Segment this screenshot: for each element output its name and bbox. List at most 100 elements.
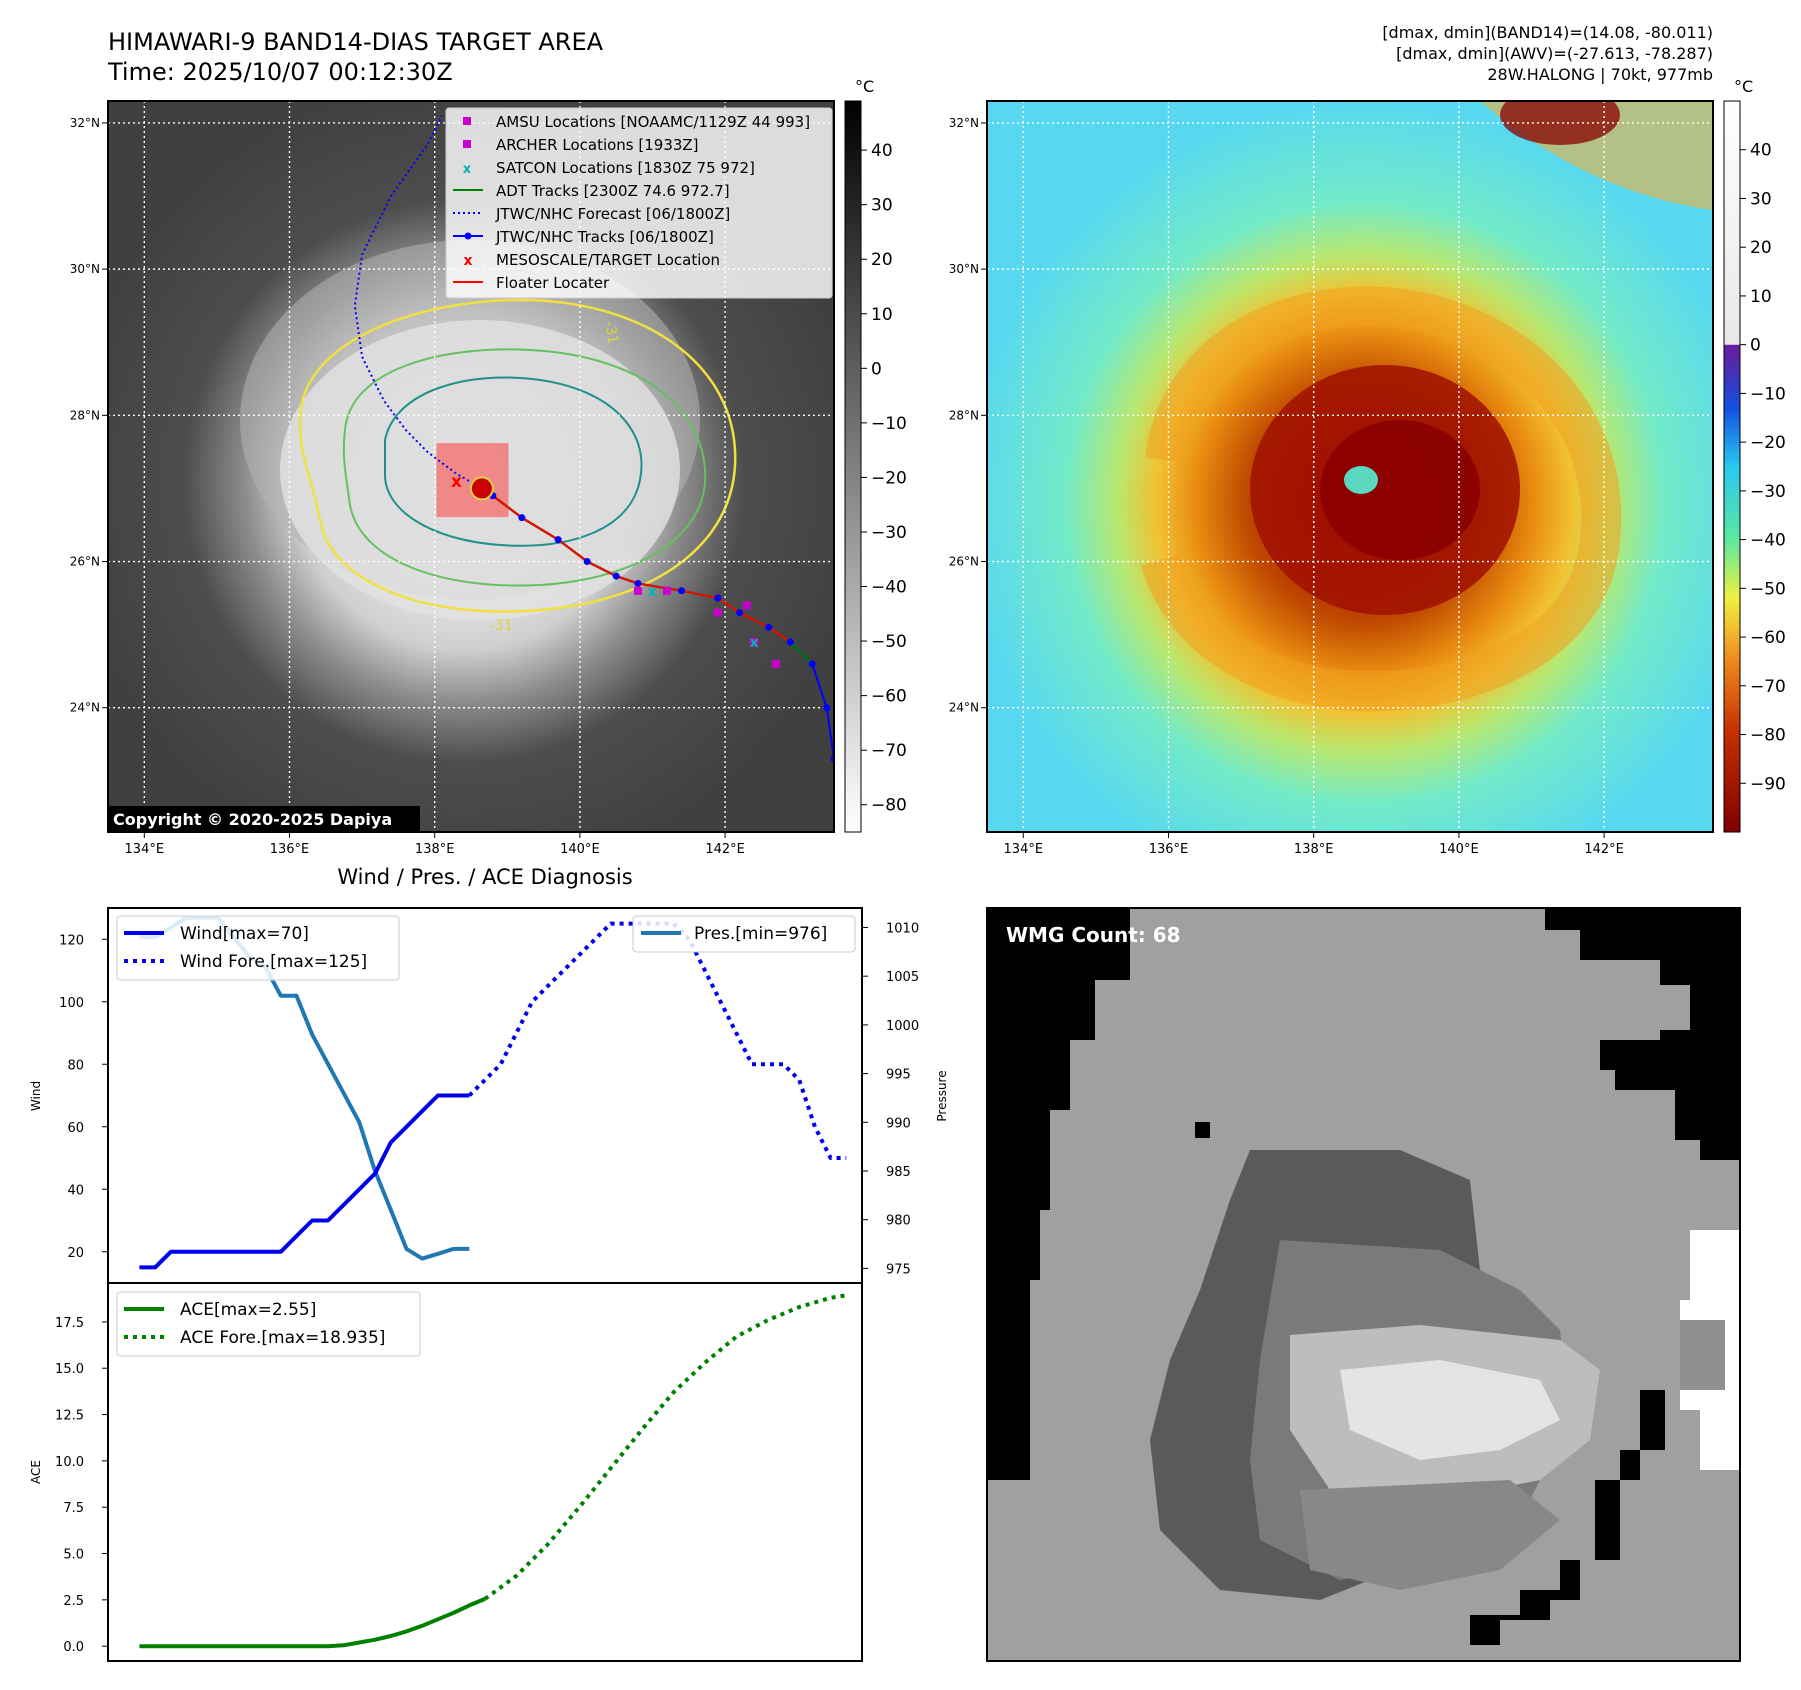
- awv-colorbar-gradient: [1723, 100, 1741, 833]
- longitude-tick-label: 136°E: [1149, 842, 1189, 857]
- awv-map-panel: 134°E 136°E 138°E 140°E 142°E 32°N 30°N 28°N 26°…: [949, 100, 1714, 857]
- pressure-y-tick-label: 990: [886, 1116, 911, 1131]
- mesoscale-target-area: [436, 443, 509, 518]
- ir-colorbar-ticks: 40 30 20 10 0 −10 −20 −30 −40 −50 −60 −70 −80: [861, 141, 907, 816]
- info-line3: 28W.HALONG | 70kt, 977mb: [1487, 65, 1713, 84]
- jtwc-track-point: [823, 704, 831, 712]
- legend-item: AMSU Locations [NOAAMC/1129Z 44 993]: [463, 113, 810, 131]
- legend-item: JTWC/NHC Tracks [06/1800Z]: [453, 228, 714, 246]
- wmg-black-regions: [987, 908, 1740, 1645]
- ace-legend-box: [116, 1291, 421, 1357]
- longitude-tick-label: 136°E: [270, 842, 310, 857]
- wind-y-tick-label: 80: [67, 1058, 84, 1073]
- longitude-tick-label: 134°E: [125, 842, 165, 857]
- wind-line: [139, 1093, 470, 1270]
- wind-forecast-legend-label: Wind Fore.[max=125]: [180, 952, 367, 972]
- awv-map-gridlines: [987, 101, 1713, 832]
- colorbar-tick-label: −60: [1750, 628, 1786, 648]
- satcon-location-marker: x: [648, 584, 657, 600]
- latitude-tick-label: 32°N: [70, 116, 100, 130]
- pressure-y-tick-label: 1000: [886, 1019, 919, 1034]
- colorbar-tick-label: 40: [871, 141, 893, 161]
- colorbar-tick-label: −30: [871, 523, 907, 543]
- ace-y-ticks: 0.0 2.5 5.0 7.5 10.0 12.5 15.0 17.5: [55, 1316, 108, 1655]
- ace-axis-label: ACE: [29, 1460, 43, 1484]
- colorbar-tick-label: 30: [1750, 189, 1772, 209]
- ir-colorbar-gradient: [844, 100, 862, 833]
- colorbar-tick-label: 20: [871, 250, 893, 270]
- ir-contour-teal: [384, 376, 643, 547]
- awv-eye: [1344, 466, 1378, 494]
- figure-title-line1: HIMAWARI-9 BAND14-DIAS TARGET AREA: [108, 28, 604, 56]
- awv-upper-right-cloud: [1500, 101, 1620, 145]
- latitude-tick-label: 26°N: [70, 555, 100, 569]
- colorbar-tick-label: −50: [1750, 579, 1786, 599]
- wmg-black-left: [987, 908, 1130, 1480]
- colorbar-tick-label: 30: [871, 196, 893, 216]
- storm-eye-marker: [469, 476, 494, 501]
- amsu-location-marker: [633, 586, 642, 595]
- awv-colorbar-unit: °C: [1734, 77, 1753, 96]
- wind-y-tick-label: 100: [59, 996, 84, 1011]
- latitude-tick-label: 26°N: [949, 555, 979, 569]
- pressure-axis-label: Pressure: [935, 1070, 949, 1121]
- jtwc-track-point: [554, 536, 562, 544]
- legend-marker-track-dot: [464, 232, 472, 240]
- longitude-tick-label: 138°E: [1294, 842, 1334, 857]
- latitude-tick-label: 28°N: [949, 408, 979, 422]
- ir-map-ticks: 134°E 136°E 138°E 140°E 142°E 32°N 30°N 28°N 26°…: [70, 116, 745, 857]
- amsu-location-marker: [742, 601, 751, 610]
- colorbar-tick-label: −50: [871, 632, 907, 652]
- colorbar-tick-label: −40: [871, 578, 907, 598]
- legend-label: Floater Locater: [496, 274, 610, 292]
- legend-item: x SATCON Locations [1830Z 75 972]: [463, 159, 755, 177]
- jtwc-track-point: [634, 579, 642, 587]
- pressure-y-tick-label: 1010: [886, 921, 919, 936]
- colorbar-tick-label: −70: [871, 741, 907, 761]
- pressure-y-tick-label: 985: [886, 1165, 911, 1180]
- legend-item: ARCHER Locations [1933Z]: [463, 136, 699, 154]
- amsu-location-marker: [663, 586, 672, 595]
- legend-item: Floater Locater: [453, 274, 610, 292]
- jtwc-track-point: [583, 558, 591, 566]
- wmg-black-speck: [1195, 1122, 1210, 1138]
- colorbar-tick-label: −60: [871, 687, 907, 707]
- legend-label: JTWC/NHC Forecast [06/1800Z]: [495, 205, 730, 223]
- colorbar-tick-label: −80: [1750, 726, 1786, 746]
- wind-y-tick-label: 60: [67, 1121, 84, 1136]
- diagnosis-title: Wind / Pres. / ACE Diagnosis: [337, 865, 632, 889]
- colorbar-tick-label: 20: [1750, 238, 1772, 258]
- wmg-eye-warm: [1340, 1360, 1560, 1460]
- info-line2: [dmax, dmin](AWV)=(-27.613, -78.287): [1396, 44, 1713, 63]
- legend-label: ARCHER Locations [1933Z]: [496, 136, 699, 154]
- jtwc-track-point: [678, 587, 686, 595]
- wmg-inner-dark: [1300, 1480, 1560, 1590]
- awv-spiral-band: [1140, 286, 1622, 712]
- ace-y-tick-label: 7.5: [63, 1501, 84, 1516]
- ir-colorbar-unit: °C: [855, 77, 874, 96]
- wmg-frame: [986, 907, 1741, 1662]
- ace-y-tick-label: 5.0: [63, 1548, 84, 1563]
- figure-title-line2: Time: 2025/10/07 00:12:30Z: [107, 58, 453, 86]
- ir-colorbar: °C 40 30 20 10 0 −10 −20 −30 −40 −50 −60 −70 −80: [844, 77, 907, 833]
- pressure-legend: Pres.[min=976]: [632, 915, 856, 953]
- legend-marker-archer: [463, 140, 471, 148]
- jtwc-track-point: [714, 594, 722, 602]
- jtwc-track-point: [765, 623, 773, 631]
- colorbar-tick-label: −10: [1750, 384, 1786, 404]
- longitude-tick-label: 134°E: [1004, 842, 1044, 857]
- ace-y-tick-label: 17.5: [55, 1316, 84, 1331]
- map-legend: AMSU Locations [NOAAMC/1129Z 44 993] ARC…: [445, 107, 833, 299]
- colorbar-tick-label: 40: [1750, 141, 1772, 161]
- legend-item: ADT Tracks [2300Z 74.6 972.7]: [453, 182, 730, 200]
- ace-forecast-line: [483, 1293, 847, 1601]
- longitude-tick-label: 140°E: [560, 842, 600, 857]
- amsu-location-marker: [771, 659, 780, 668]
- colorbar-tick-label: 10: [871, 305, 893, 325]
- legend-item: JTWC/NHC Forecast [06/1800Z]: [453, 205, 730, 223]
- colorbar-tick-label: −90: [1750, 774, 1786, 794]
- colorbar-tick-label: −70: [1750, 677, 1786, 697]
- pressure-y-tick-label: 995: [886, 1068, 911, 1083]
- wmg-gray-right: [1680, 1320, 1725, 1390]
